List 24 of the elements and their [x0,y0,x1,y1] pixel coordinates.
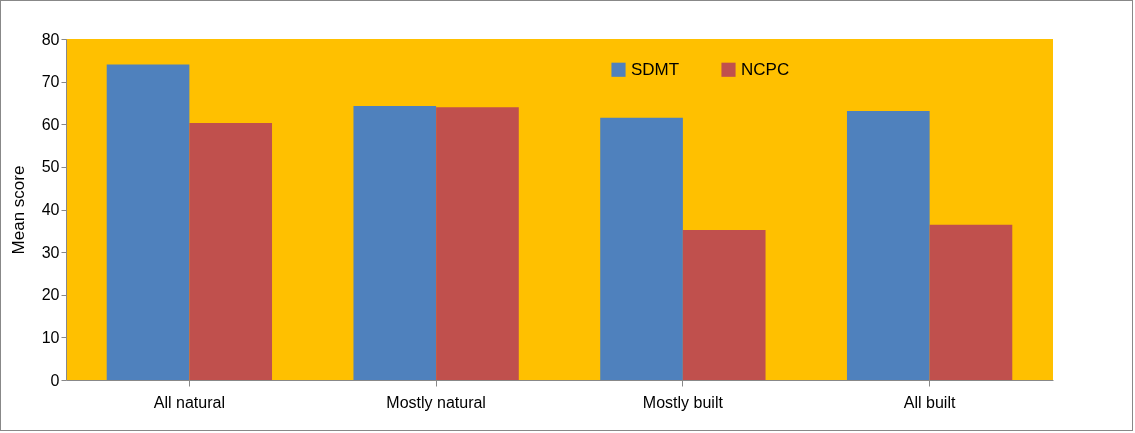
y-tick-label: 10 [41,328,60,346]
bar [353,105,437,380]
y-tick-label: 80 [41,30,60,48]
y-tick-label: 20 [41,286,60,304]
bar [436,107,519,380]
bar [106,64,190,380]
y-tick-label: 40 [41,201,60,218]
y-axis-title: Mean score [8,165,28,255]
bar [929,224,1013,380]
bar [189,122,273,380]
bar [600,117,683,380]
x-tick-label: All built [903,393,956,411]
x-tick-label: All natural [153,393,225,411]
legend-label: SDMT [631,59,680,79]
y-tick-label: 60 [41,115,60,133]
legend-label: NCPC [741,59,790,79]
bar [846,111,930,380]
y-tick-label: 0 [50,371,60,389]
x-tick-label: Mostly built [642,393,724,411]
x-tick-label: Mostly natural [386,393,486,411]
y-tick-label: 50 [41,158,60,176]
y-tick-label: 30 [41,243,60,261]
y-tick-label: 70 [41,73,60,91]
bar [682,229,766,380]
